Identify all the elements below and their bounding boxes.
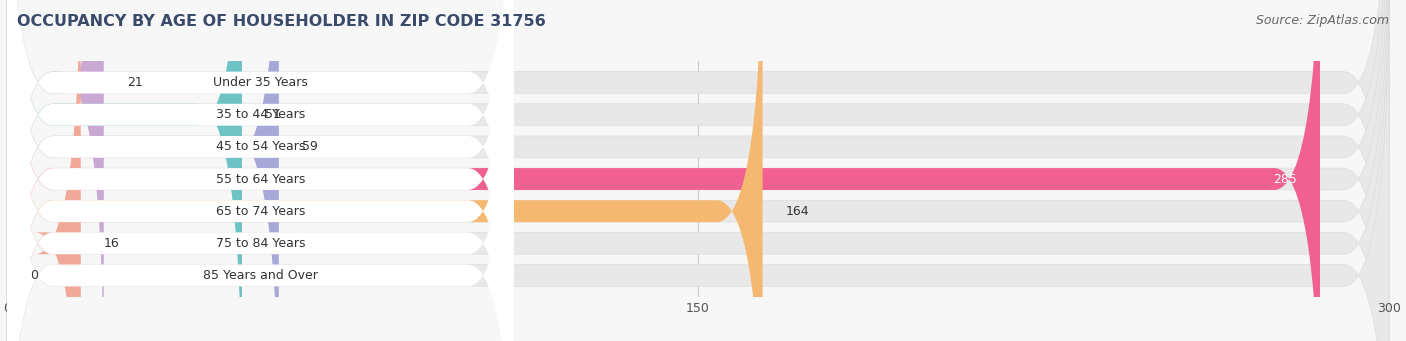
- FancyBboxPatch shape: [7, 0, 1389, 341]
- Text: 21: 21: [127, 76, 142, 89]
- FancyBboxPatch shape: [7, 0, 762, 341]
- Text: 0: 0: [30, 269, 38, 282]
- FancyBboxPatch shape: [7, 0, 1389, 341]
- FancyBboxPatch shape: [7, 0, 1389, 341]
- FancyBboxPatch shape: [7, 0, 513, 341]
- FancyBboxPatch shape: [7, 0, 513, 341]
- FancyBboxPatch shape: [7, 0, 278, 341]
- Text: 55 to 64 Years: 55 to 64 Years: [215, 173, 305, 186]
- Text: 285: 285: [1272, 173, 1296, 186]
- Text: 85 Years and Over: 85 Years and Over: [202, 269, 318, 282]
- Text: OCCUPANCY BY AGE OF HOUSEHOLDER IN ZIP CODE 31756: OCCUPANCY BY AGE OF HOUSEHOLDER IN ZIP C…: [17, 14, 546, 29]
- Text: 65 to 74 Years: 65 to 74 Years: [215, 205, 305, 218]
- Text: 59: 59: [302, 140, 318, 153]
- FancyBboxPatch shape: [7, 0, 513, 341]
- FancyBboxPatch shape: [7, 0, 242, 341]
- FancyBboxPatch shape: [7, 0, 1389, 341]
- Text: 164: 164: [786, 205, 810, 218]
- Text: 51: 51: [264, 108, 281, 121]
- Text: Under 35 Years: Under 35 Years: [212, 76, 308, 89]
- FancyBboxPatch shape: [7, 0, 513, 341]
- FancyBboxPatch shape: [7, 0, 513, 341]
- Text: 35 to 44 Years: 35 to 44 Years: [215, 108, 305, 121]
- FancyBboxPatch shape: [7, 0, 513, 341]
- FancyBboxPatch shape: [7, 0, 104, 341]
- FancyBboxPatch shape: [7, 0, 80, 341]
- FancyBboxPatch shape: [7, 0, 1389, 341]
- FancyBboxPatch shape: [7, 0, 1389, 341]
- FancyBboxPatch shape: [7, 0, 513, 341]
- FancyBboxPatch shape: [7, 0, 1320, 341]
- Text: 45 to 54 Years: 45 to 54 Years: [215, 140, 305, 153]
- Text: 16: 16: [104, 237, 120, 250]
- FancyBboxPatch shape: [7, 0, 1389, 341]
- Text: Source: ZipAtlas.com: Source: ZipAtlas.com: [1256, 14, 1389, 27]
- Text: 75 to 84 Years: 75 to 84 Years: [215, 237, 305, 250]
